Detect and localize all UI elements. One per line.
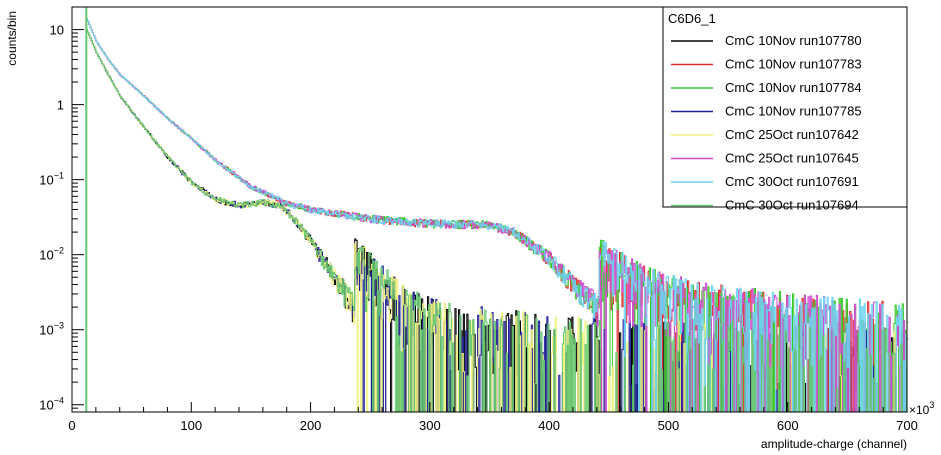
y-tick-label: 10−3 [39, 321, 64, 338]
legend-item: CmC 10Nov run107785 [671, 104, 862, 119]
series-line [86, 18, 909, 413]
x-tick-label: 400 [538, 418, 560, 433]
x-axis-title: amplitude-charge (channel) [761, 437, 907, 451]
legend-label: CmC 30Oct run107691 [725, 174, 859, 189]
legend-item: CmC 10Nov run107780 [671, 33, 862, 48]
y-tick-label: 1 [57, 98, 64, 113]
legend-label: CmC 10Nov run107780 [725, 33, 862, 48]
x-tick-label: 100 [180, 418, 202, 433]
x-tick-label: 300 [419, 418, 441, 433]
legend-label: CmC 25Oct run107645 [725, 151, 859, 166]
y-axis-title: counts/bin [5, 11, 19, 66]
x-tick-label: 500 [658, 418, 680, 433]
legend-label: CmC 10Nov run107785 [725, 104, 862, 119]
y-tick-label: 10−4 [39, 396, 64, 413]
data-traces [85, 7, 909, 413]
legend-label: CmC 10Nov run107784 [725, 80, 862, 95]
x-axis-multiplier: ×103 [909, 400, 934, 417]
legend-label: CmC 25Oct run107642 [725, 127, 859, 142]
legend-item: CmC 25Oct run107642 [671, 127, 859, 142]
legend-item: CmC 30Oct run107691 [671, 174, 859, 189]
y-tick-label: 10 [50, 23, 64, 38]
x-axis: 0 100 200 300 400 500 600 700 [68, 402, 918, 433]
x-axis-multiplier-exponent: 3 [929, 400, 934, 410]
legend-item: CmC 25Oct run107645 [671, 151, 859, 166]
x-axis-multiplier-base: ×10 [909, 403, 930, 417]
x-tick-label: 700 [896, 418, 918, 433]
legend-item: CmC 10Nov run107784 [671, 80, 862, 95]
legend-items: CmC 10Nov run107780 CmC 10Nov run107783 Cm… [671, 33, 862, 213]
legend-label: CmC 30Oct run107694 [725, 198, 859, 213]
y-tick-label: 10−1 [39, 171, 64, 188]
y-tick-label: 10−2 [39, 246, 64, 263]
legend-item: CmC 30Oct run107694 [671, 198, 859, 213]
legend-item: CmC 10Nov run107783 [671, 57, 862, 72]
x-tick-label: 600 [777, 418, 799, 433]
legend-title: C6D6_1 [668, 11, 716, 26]
y-axis: 10 1 10−1 10−2 10−3 10−4 [39, 6, 84, 413]
x-tick-label: 200 [300, 418, 322, 433]
legend-label: CmC 10Nov run107783 [725, 57, 862, 72]
x-tick-label: 0 [68, 418, 75, 433]
